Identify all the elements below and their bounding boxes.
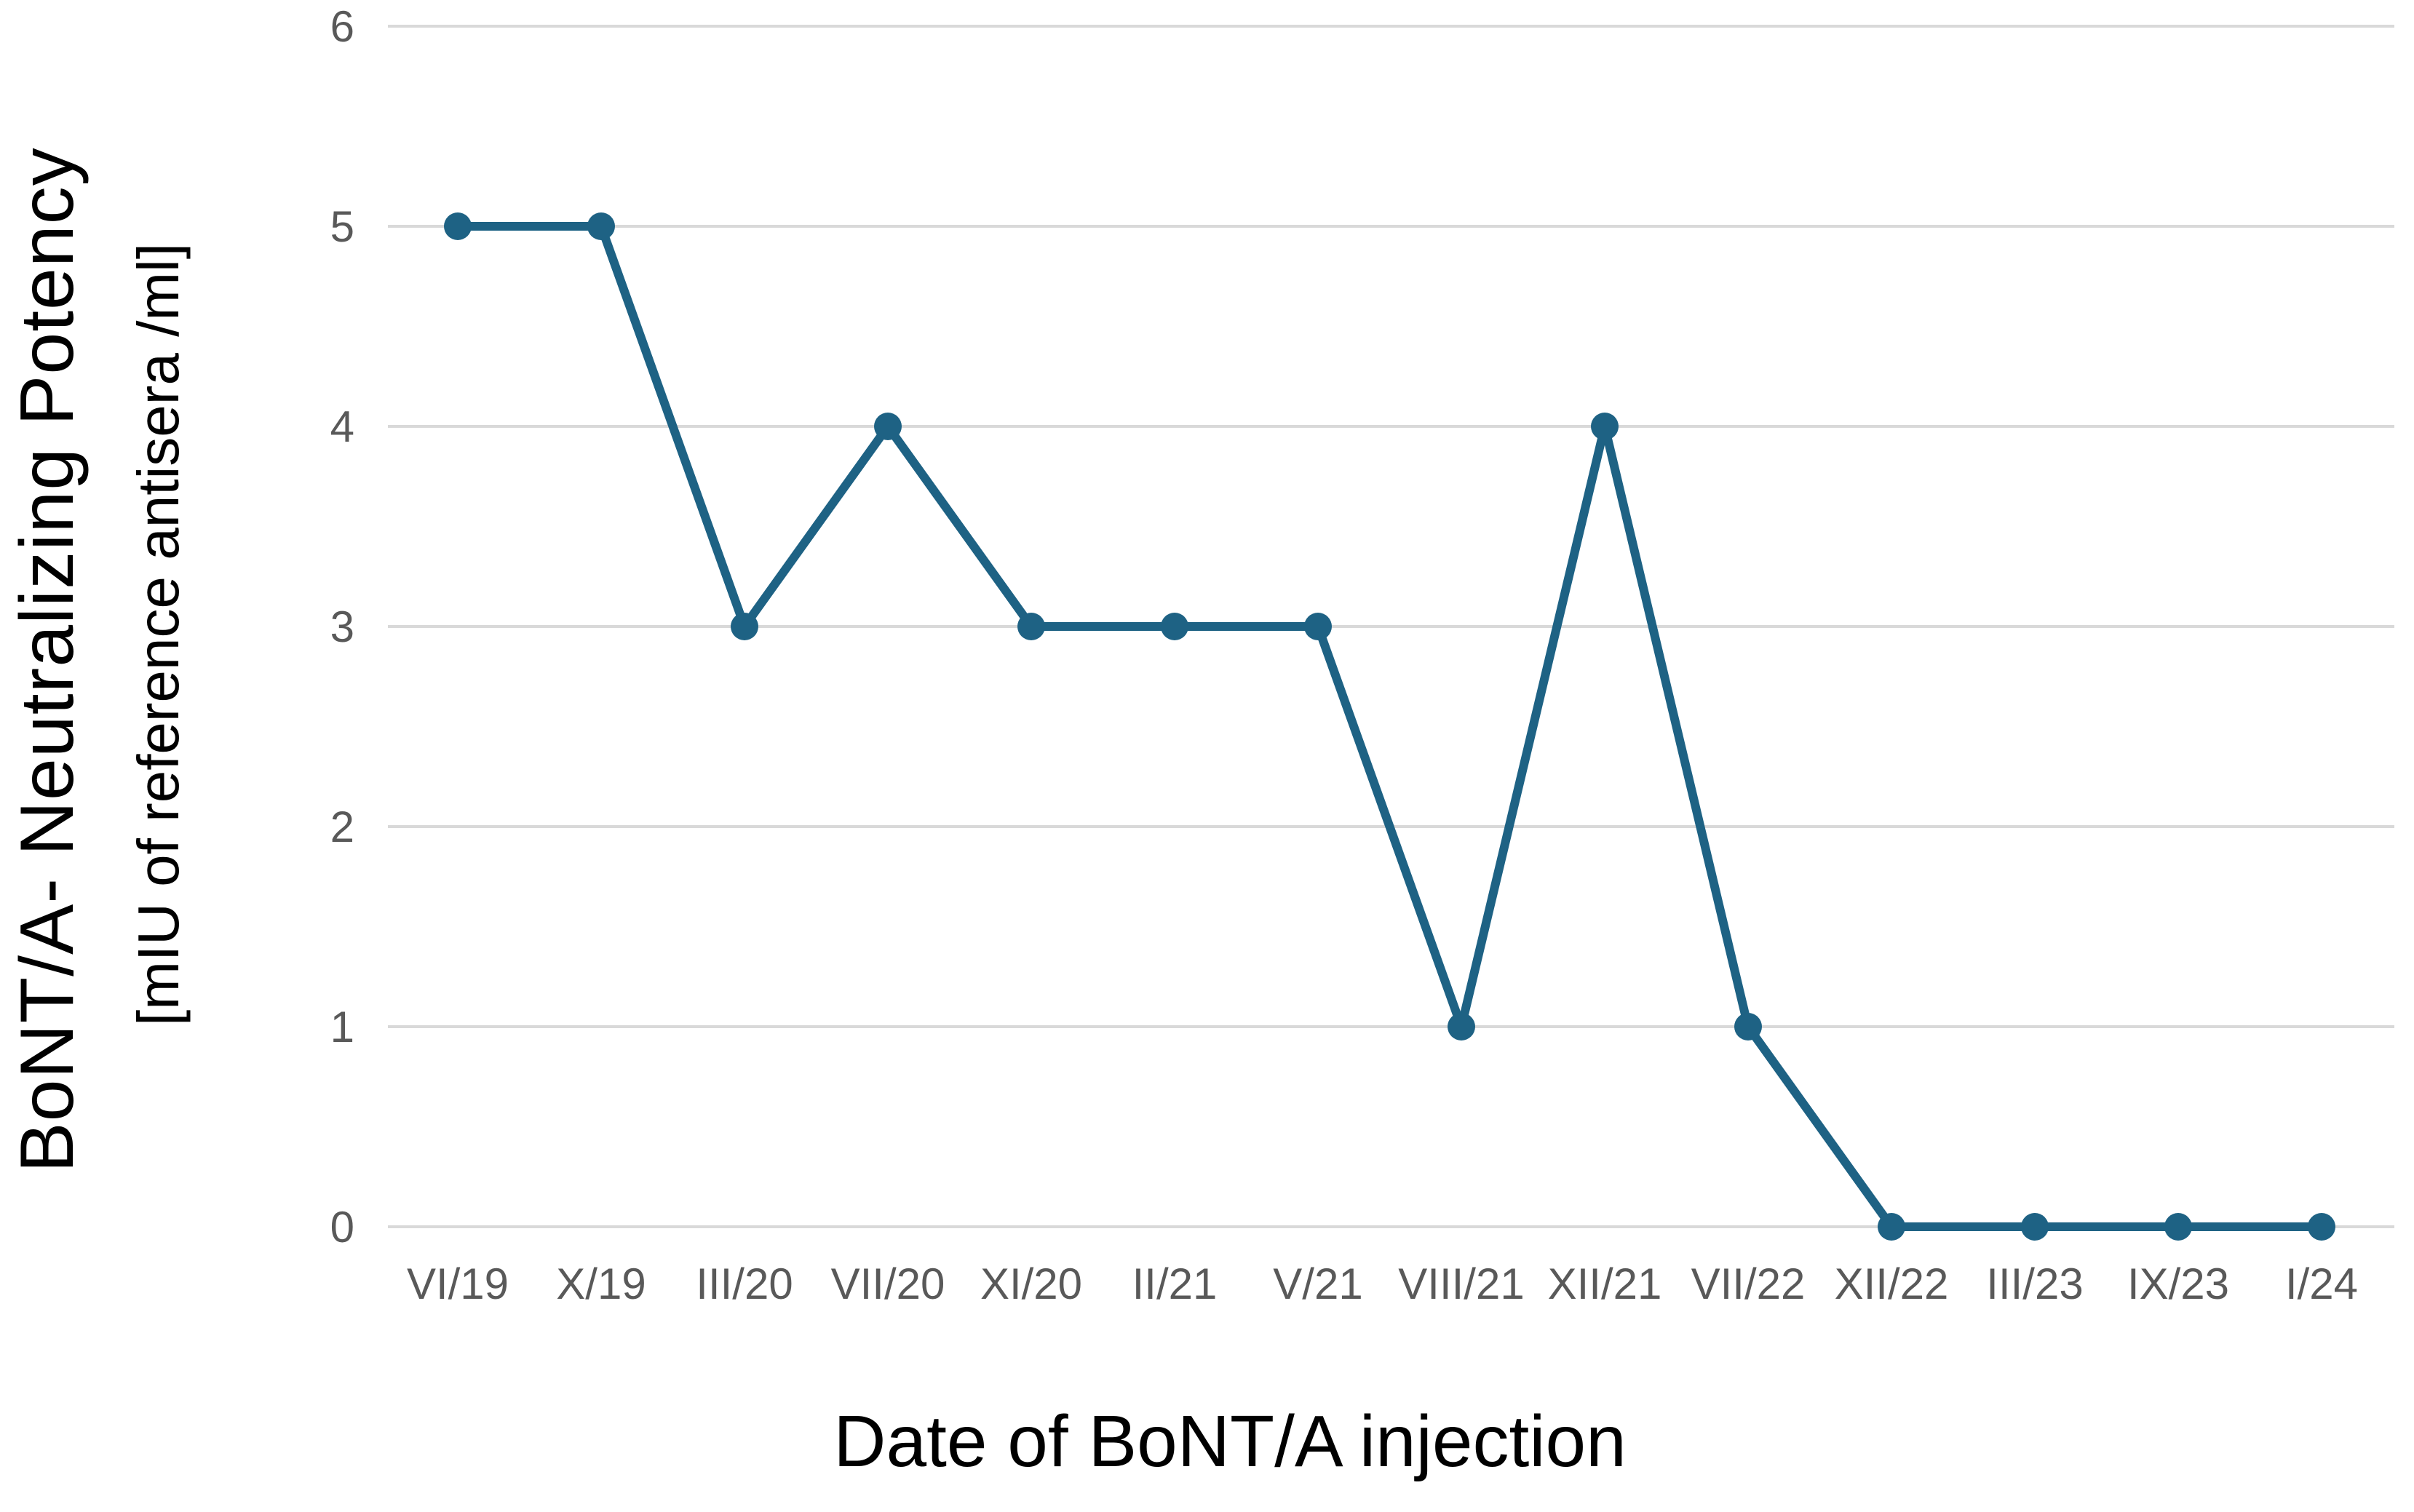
x-tick-label: I/24: [2285, 1260, 2358, 1308]
y-tick-label: 3: [330, 602, 354, 651]
y-tick-label: 1: [330, 1003, 354, 1051]
y-tick-label: 2: [330, 803, 354, 851]
data-point-marker: [1878, 1213, 1905, 1241]
y-tick-label: 5: [330, 202, 354, 251]
x-axis-tick-labels: VI/19 X/19 III/20 VII/20 XI/20 II/21 V/21 VIII/…: [407, 1260, 2358, 1308]
data-point-marker: [1161, 613, 1188, 640]
data-point-marker: [2021, 1213, 2049, 1241]
y-axis-tick-labels: 0 1 2 3 4 5 6: [330, 2, 354, 1252]
x-tick-label: VIII/21: [1398, 1260, 1524, 1308]
series-line: [453, 222, 2326, 1231]
x-tick-label: VII/22: [1691, 1260, 1806, 1308]
data-point-marker: [2308, 1213, 2335, 1241]
x-tick-label: IX/23: [2127, 1260, 2229, 1308]
x-tick-label: X/19: [556, 1260, 646, 1308]
data-point-marker: [1448, 1013, 1475, 1041]
x-tick-label: XII/22: [1835, 1260, 1949, 1308]
data-point-markers: [444, 212, 2335, 1241]
x-axis-title: Date of BoNT/A injection: [833, 1401, 1626, 1482]
x-tick-label: III/20: [696, 1260, 793, 1308]
data-point-marker: [1591, 413, 1619, 440]
x-tick-label: VII/20: [831, 1260, 945, 1308]
x-tick-label: III/23: [1986, 1260, 2083, 1308]
y-tick-label: 4: [330, 402, 354, 451]
x-tick-label: XII/21: [1548, 1260, 1662, 1308]
data-point-marker: [874, 413, 902, 440]
data-point-marker: [444, 212, 472, 240]
x-tick-label: II/21: [1132, 1260, 1218, 1308]
gridlines: [388, 25, 2394, 1228]
y-axis-title: BoNT/A- Neutralizing Potency: [5, 147, 90, 1172]
y-tick-label: 6: [330, 2, 354, 51]
data-point-marker: [2164, 1213, 2192, 1241]
data-point-marker: [1304, 613, 1332, 640]
y-tick-label: 0: [330, 1203, 354, 1252]
x-tick-label: XI/20: [980, 1260, 1082, 1308]
data-point-marker: [587, 212, 615, 240]
x-tick-label: VI/19: [407, 1260, 509, 1308]
y-axis-unit-label: [mIU of reference antisera /ml]: [126, 243, 191, 1026]
x-tick-label: V/21: [1273, 1260, 1362, 1308]
data-point-marker: [1017, 613, 1045, 640]
data-point-marker: [1734, 1013, 1762, 1041]
data-point-marker: [731, 613, 758, 640]
